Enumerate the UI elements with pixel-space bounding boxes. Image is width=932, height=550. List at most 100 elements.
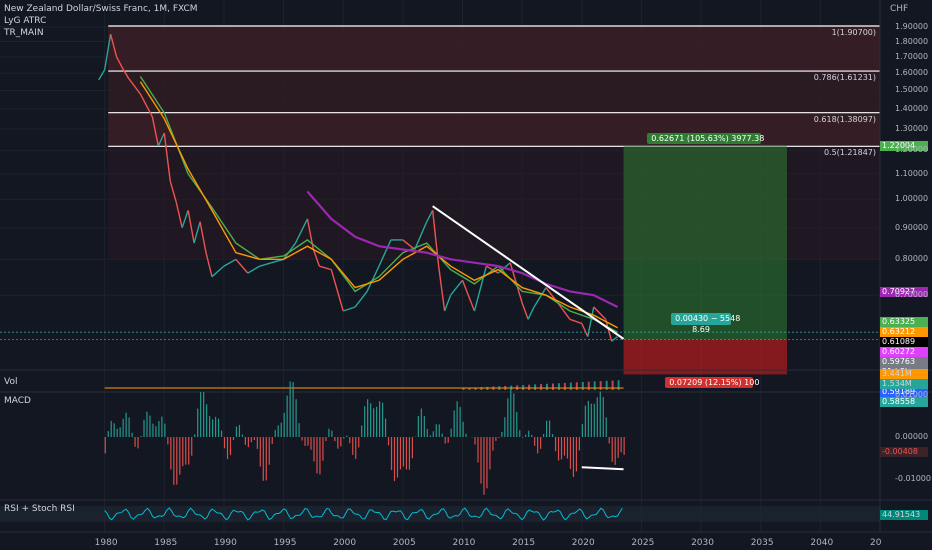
macd-bar (286, 395, 288, 437)
macd-bar (161, 416, 163, 437)
fib-zone (108, 25, 880, 72)
macd-bar (149, 415, 151, 437)
macd-bar (602, 397, 604, 437)
macd-bar (179, 437, 181, 475)
macd-bar (367, 399, 369, 437)
price-segment (115, 56, 124, 69)
macd-bar (546, 420, 548, 437)
indicator-label-trmain[interactable]: TR_MAIN (4, 28, 44, 38)
macd-bar (608, 437, 610, 444)
axes (0, 0, 932, 533)
macd-bar (343, 437, 345, 439)
price-segment (527, 306, 535, 320)
volume-bar (581, 382, 584, 390)
macd-bar (381, 402, 384, 437)
volume-bar (557, 383, 560, 390)
macd-bar (185, 437, 187, 465)
macd-bar (134, 437, 136, 447)
x-axis-tick: 2015 (512, 538, 536, 548)
price-segment (330, 269, 344, 312)
macd-bar (376, 406, 378, 437)
price-segment (437, 266, 446, 312)
macd-bar (238, 425, 241, 437)
price-segment (103, 34, 112, 70)
macd-bar (331, 430, 333, 437)
rsi-current: 44.91543 (880, 510, 928, 520)
macd-bar (292, 382, 294, 437)
macd-bar (587, 400, 589, 437)
x-axis-tick: 1990 (213, 538, 237, 548)
x-axis-tick: 1985 (154, 538, 178, 548)
macd-bar (337, 437, 339, 449)
price-segment (533, 287, 547, 308)
price-segment (223, 258, 237, 267)
macd-bar (575, 437, 578, 472)
price-segment (604, 319, 613, 342)
x-axis-tick: 2025 (631, 538, 655, 548)
macd-bar (572, 437, 575, 477)
macd-bar (531, 434, 533, 437)
price-segment (455, 279, 464, 289)
macd-bar (322, 437, 324, 461)
price-segment (169, 181, 177, 203)
macd-bar (477, 437, 479, 463)
macd-bar (214, 416, 217, 437)
volume-tag: 1.534M (880, 379, 928, 389)
rsi-pane-label[interactable]: RSI + Stoch RSI (4, 504, 75, 514)
volume-bar (462, 388, 465, 390)
macd-bar (113, 423, 115, 437)
ma-purple-line (306, 190, 619, 308)
macd-bar (396, 437, 399, 478)
macd-bar (212, 419, 214, 437)
price-segment (157, 132, 165, 147)
macd-bar (143, 419, 145, 437)
price-axis-tick: 1.40000 (895, 104, 929, 113)
volume-pane-label[interactable]: Vol (4, 377, 18, 387)
macd-bar (563, 437, 566, 456)
macd-bar (188, 437, 190, 465)
macd-bar (152, 423, 154, 437)
macd-bar (447, 437, 449, 443)
macd-bar (393, 437, 396, 482)
macd-bar (206, 404, 208, 437)
macd-bar (620, 437, 622, 453)
macd-bar (244, 437, 247, 445)
price-segment (450, 287, 458, 296)
macd-bar (581, 424, 583, 437)
macd-bar (182, 437, 184, 467)
macd-bar (220, 430, 223, 437)
ma-green-line (139, 76, 618, 333)
macd-bar (548, 420, 551, 437)
macd-bar (110, 420, 112, 437)
price-segment (354, 290, 368, 308)
macd-pane-label[interactable]: MACD (4, 396, 31, 406)
volume-bar (575, 382, 578, 390)
macd-bar (483, 437, 485, 495)
indicator-label-atrc[interactable]: LyG ATRC (4, 16, 47, 26)
price-segment (402, 239, 416, 251)
macd-bar (540, 437, 542, 449)
price-axis-tick: 1.20000 (895, 145, 929, 155)
price-axis-tick: 0.90000 (895, 222, 929, 232)
macd-bar (543, 434, 545, 437)
entry-label-2: 8.69 (692, 324, 710, 334)
price-axis-tick: 1.50000 (895, 85, 929, 95)
macd-bar (465, 433, 467, 437)
price-axis-tick: 1.10000 (895, 168, 929, 178)
macd-bar (623, 437, 625, 455)
macd-bar (235, 426, 238, 437)
macd-bar (164, 423, 166, 437)
macd-bar (492, 437, 494, 451)
price-segment (581, 323, 589, 337)
price-segment (414, 221, 428, 250)
price-segment (611, 336, 618, 342)
volume-bar (593, 381, 596, 390)
price-segment (342, 306, 356, 312)
price-segment (187, 210, 195, 244)
macd-bar (361, 425, 363, 437)
macd-bar (241, 434, 244, 437)
macd-bar (271, 437, 273, 445)
macd-bar (346, 435, 348, 437)
volume-bar (474, 387, 477, 390)
macd-bar (501, 431, 503, 437)
